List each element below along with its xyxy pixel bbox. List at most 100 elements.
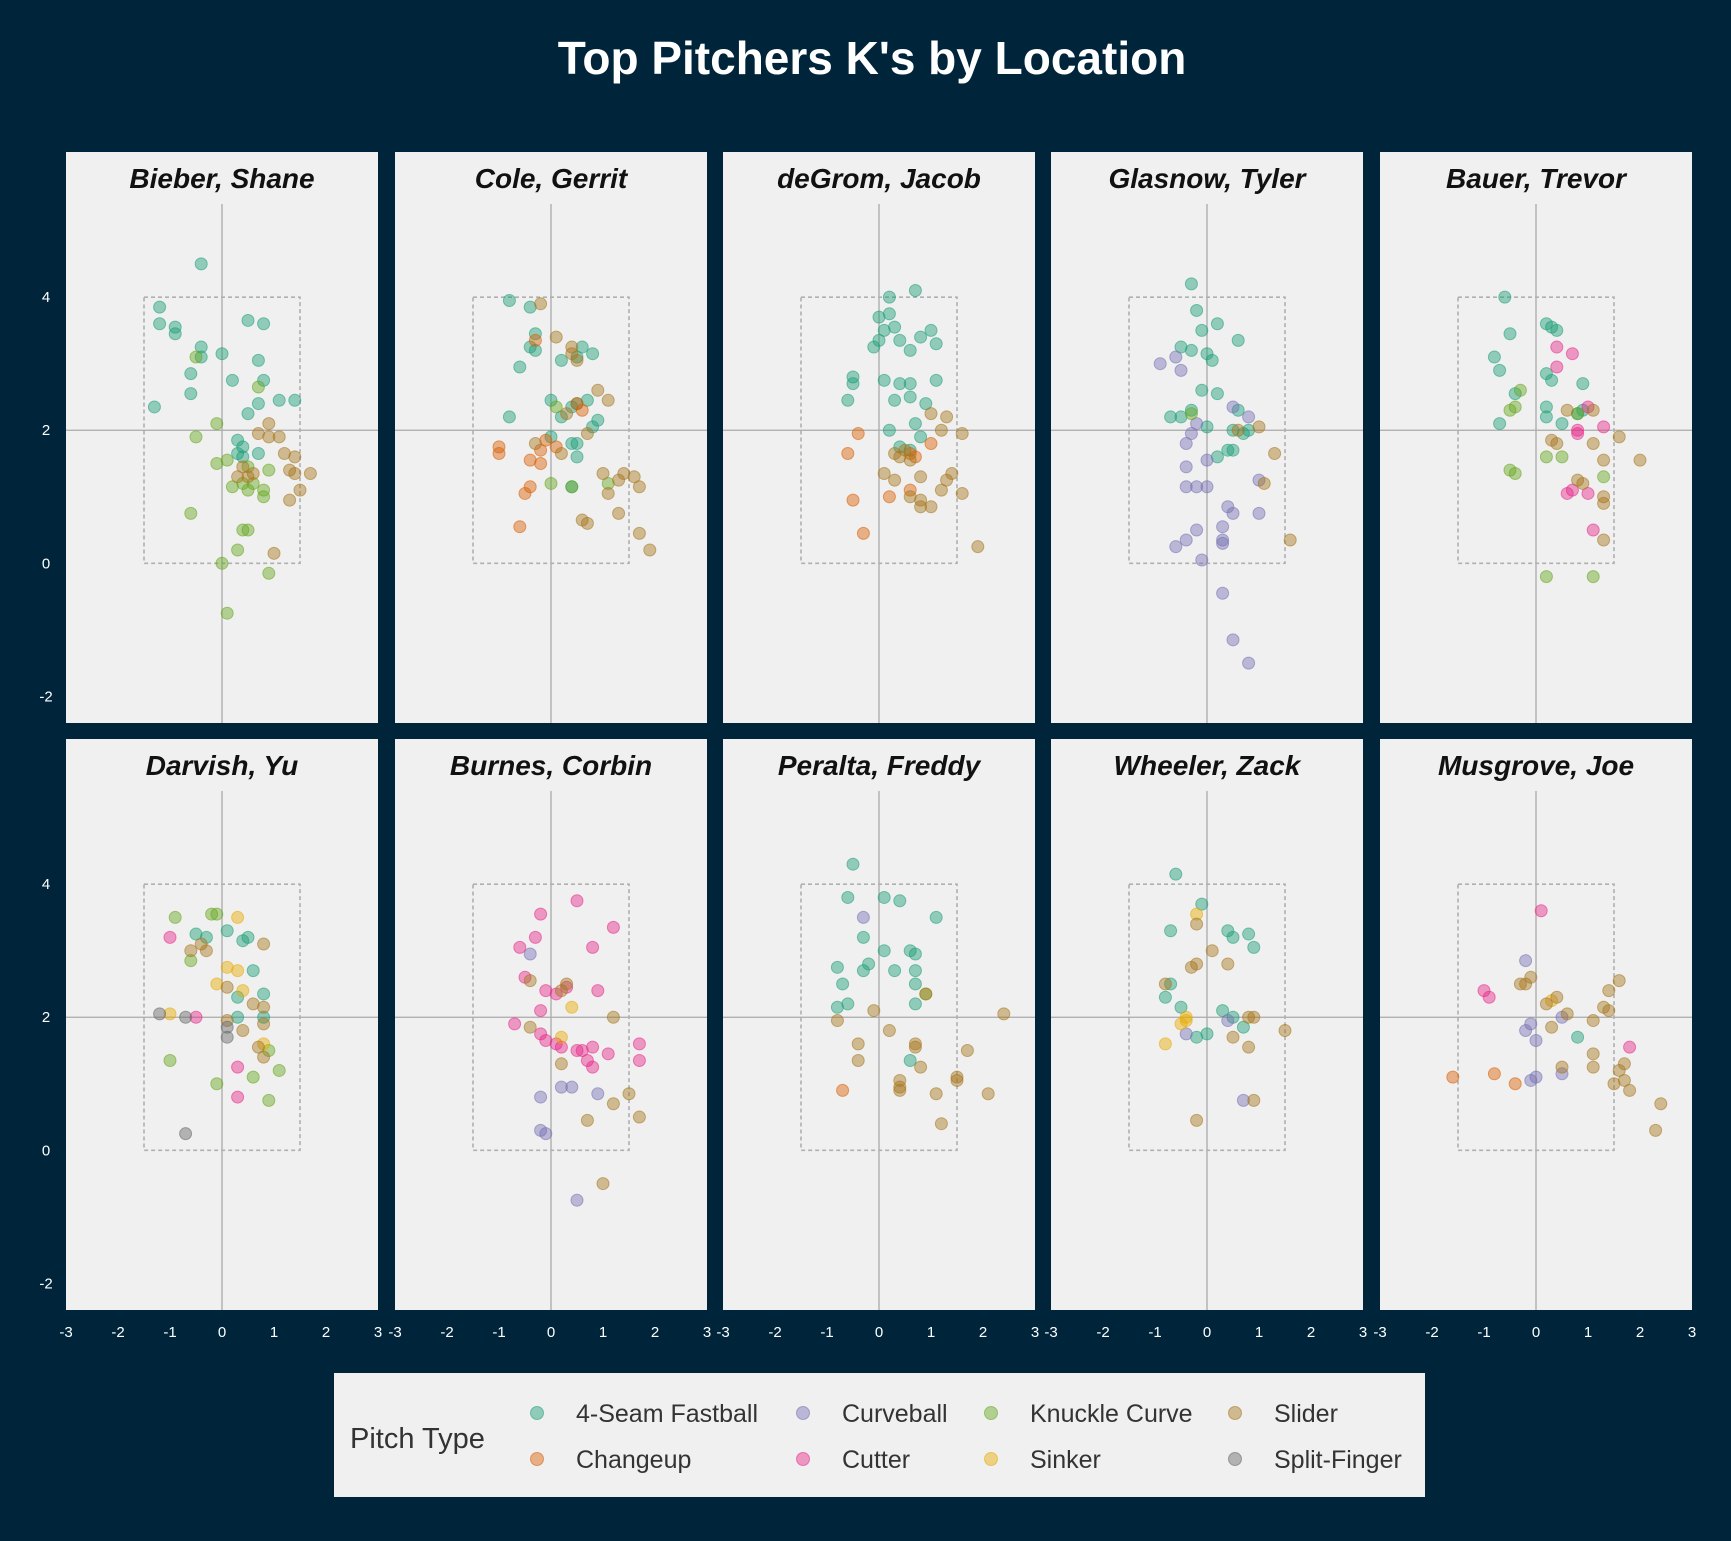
- point-changeup: [836, 1083, 850, 1097]
- point-knuckle-curve: [1586, 570, 1600, 584]
- point-knuckle-curve: [565, 480, 579, 494]
- point-slider: [554, 1057, 568, 1071]
- point-4-seam-fastball: [1164, 977, 1178, 991]
- point-slider: [1560, 403, 1574, 417]
- point-slider: [851, 1053, 865, 1067]
- point-slider: [934, 483, 948, 497]
- panel-title: Musgrove, Joe: [1438, 750, 1634, 781]
- point-4-seam-fastball: [241, 407, 255, 421]
- point-knuckle-curve: [1539, 450, 1553, 464]
- point-4-seam-fastball: [565, 437, 579, 451]
- point-knuckle-curve: [262, 1093, 276, 1107]
- point-slider: [1597, 533, 1611, 547]
- panel-title: Bieber, Shane: [129, 163, 314, 194]
- point-slider: [632, 1110, 646, 1124]
- point-cutter: [632, 1053, 646, 1067]
- point-slider: [971, 540, 985, 554]
- point-4-seam-fastball: [220, 924, 234, 938]
- x-tick-label: 3: [703, 1324, 711, 1341]
- point-4-seam-fastball: [199, 930, 213, 944]
- point-cutter: [601, 1047, 615, 1061]
- point-slider: [1524, 970, 1538, 984]
- point-sinker: [236, 984, 250, 998]
- point-slider: [523, 1020, 537, 1034]
- point-4-seam-fastball: [241, 313, 255, 327]
- point-curveball: [1179, 480, 1193, 494]
- point-4-seam-fastball: [893, 377, 907, 391]
- legend-item-curveball: Curveball: [796, 1400, 948, 1428]
- point-4-seam-fastball: [888, 393, 902, 407]
- point-knuckle-curve: [246, 476, 260, 490]
- point-slider: [1247, 1010, 1261, 1024]
- point-changeup: [1487, 1067, 1501, 1081]
- x-tick-label: -1: [1477, 1324, 1490, 1341]
- point-4-seam-fastball: [554, 353, 568, 367]
- x-tick-label: 2: [979, 1324, 987, 1341]
- point-slider: [632, 526, 646, 540]
- point-4-seam-fastball: [1226, 443, 1240, 457]
- point-slider: [534, 297, 548, 311]
- point-4-seam-fastball: [929, 373, 943, 387]
- point-4-seam-fastball: [924, 323, 938, 337]
- point-slider: [1586, 1060, 1600, 1074]
- point-curveball: [856, 910, 870, 924]
- x-tick-label: 1: [1584, 1324, 1592, 1341]
- point-4-seam-fastball: [236, 450, 250, 464]
- panel-title: Darvish, Yu: [146, 750, 299, 781]
- point-4-seam-fastball: [908, 977, 922, 991]
- facet-panels: Bieber, Shane -2 0 2 4 Cole, Gerrit deGrom, Ja…: [39, 152, 1696, 1341]
- point-slider: [929, 1087, 943, 1101]
- legend-label: Split-Finger: [1274, 1446, 1402, 1474]
- point-4-seam-fastball: [872, 333, 886, 347]
- point-slider: [303, 466, 317, 480]
- point-slider: [262, 417, 276, 431]
- point-4-seam-fastball: [1487, 350, 1501, 364]
- point-4-seam-fastball: [1571, 1030, 1585, 1044]
- point-cutter: [231, 1090, 245, 1104]
- point-4-seam-fastball: [846, 377, 860, 391]
- point-cutter: [1581, 486, 1595, 500]
- point-knuckle-curve: [236, 476, 250, 490]
- point-slider: [601, 486, 615, 500]
- y-tick-label: 2: [42, 1009, 50, 1026]
- x-tick-label: 3: [1688, 1324, 1696, 1341]
- point-knuckle-curve: [1513, 383, 1527, 397]
- point-changeup: [841, 447, 855, 461]
- point-4-seam-fastball: [570, 450, 584, 464]
- point-4-seam-fastball: [194, 257, 208, 271]
- point-changeup: [924, 437, 938, 451]
- point-4-seam-fastball: [1158, 990, 1172, 1004]
- point-slider: [632, 480, 646, 494]
- point-cutter: [586, 1060, 600, 1074]
- point-slider: [1597, 453, 1611, 467]
- legend-swatch: [796, 1406, 810, 1420]
- x-tick-label: -1: [492, 1324, 505, 1341]
- legend: Pitch Type 4-Seam Fastball Changeup Curveb…: [334, 1373, 1425, 1497]
- point-curveball: [1226, 400, 1240, 414]
- point-slider: [591, 383, 605, 397]
- point-curveball: [1252, 506, 1266, 520]
- x-tick-label: 2: [1307, 1324, 1315, 1341]
- point-4-seam-fastball: [903, 1053, 917, 1067]
- point-4-seam-fastball: [862, 957, 876, 971]
- point-knuckle-curve: [257, 483, 271, 497]
- point-knuckle-curve: [1508, 466, 1522, 480]
- point-4-seam-fastball: [1169, 867, 1183, 881]
- point-curveball: [1529, 1070, 1543, 1084]
- y-tick-label: 4: [42, 876, 50, 893]
- legend-item-4-seam-fastball: 4-Seam Fastball: [530, 1400, 758, 1428]
- x-tick-label: 0: [547, 1324, 555, 1341]
- point-slider: [1586, 1047, 1600, 1061]
- point-4-seam-fastball: [929, 910, 943, 924]
- point-slider: [1184, 960, 1198, 974]
- point-4-seam-fastball: [236, 440, 250, 454]
- point-curveball: [554, 1080, 568, 1094]
- point-slider: [257, 1017, 271, 1031]
- point-slider: [194, 937, 208, 951]
- point-slider: [1586, 1014, 1600, 1028]
- point-4-seam-fastball: [288, 393, 302, 407]
- point-knuckle-curve: [262, 463, 276, 477]
- point-knuckle-curve: [215, 556, 229, 570]
- point-cutter: [534, 907, 548, 921]
- point-slider: [1226, 1030, 1240, 1044]
